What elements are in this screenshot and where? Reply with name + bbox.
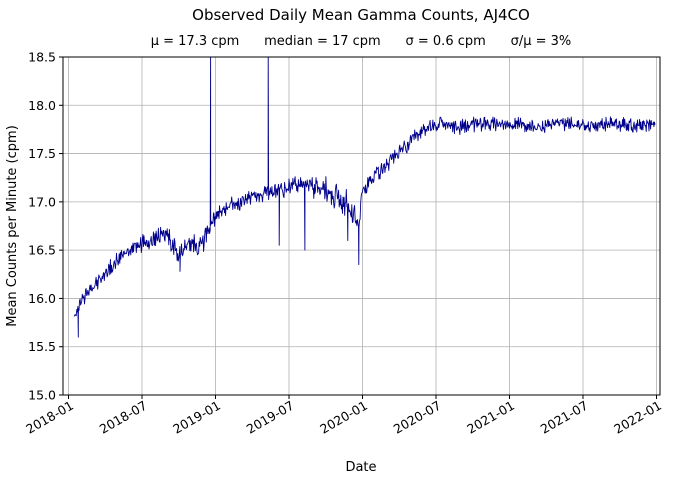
grid-layer	[63, 56, 660, 396]
y-tick-label: 16.5	[28, 243, 56, 258]
x-tick-label: 2020-07	[391, 398, 444, 437]
y-tick-label: 17.5	[28, 146, 56, 161]
x-tick-label: 2018-01	[23, 398, 76, 437]
y-tick-label: 18.0	[28, 98, 56, 113]
y-tick-label: 15.0	[28, 388, 56, 403]
y-tick-label: 18.5	[28, 50, 56, 65]
chart-stats-subtitle: μ = 17.3 cpm median = 17 cpm σ = 0.6 cpm…	[151, 34, 572, 49]
y-tick-label: 15.5	[28, 339, 56, 354]
y-tick-label: 16.0	[28, 291, 56, 306]
y-tick-label: 17.0	[28, 194, 56, 209]
x-tick-label: 2019-01	[170, 398, 223, 437]
plot-border	[62, 56, 661, 396]
x-tick-label: 2021-01	[464, 398, 517, 437]
x-axis-label: Date	[345, 460, 376, 475]
gamma-counts-line	[73, 57, 656, 338]
x-tick-label: 2022-01	[611, 398, 664, 437]
x-tick-label: 2020-01	[317, 398, 370, 437]
x-tick-label: 2019-07	[244, 398, 297, 437]
x-tick-label: 2021-07	[538, 398, 591, 437]
tick-layer: 15.0 15.5 16.0 16.5 17.0 17.5 18.0 18.5 2018-01 2…	[23, 50, 664, 437]
line-layer	[73, 57, 656, 338]
chart-title: Observed Daily Mean Gamma Counts, AJ4CO	[192, 6, 530, 24]
x-tick-label: 2018-07	[97, 398, 150, 437]
y-axis-label: Mean Counts per Minute (cpm)	[5, 125, 20, 327]
